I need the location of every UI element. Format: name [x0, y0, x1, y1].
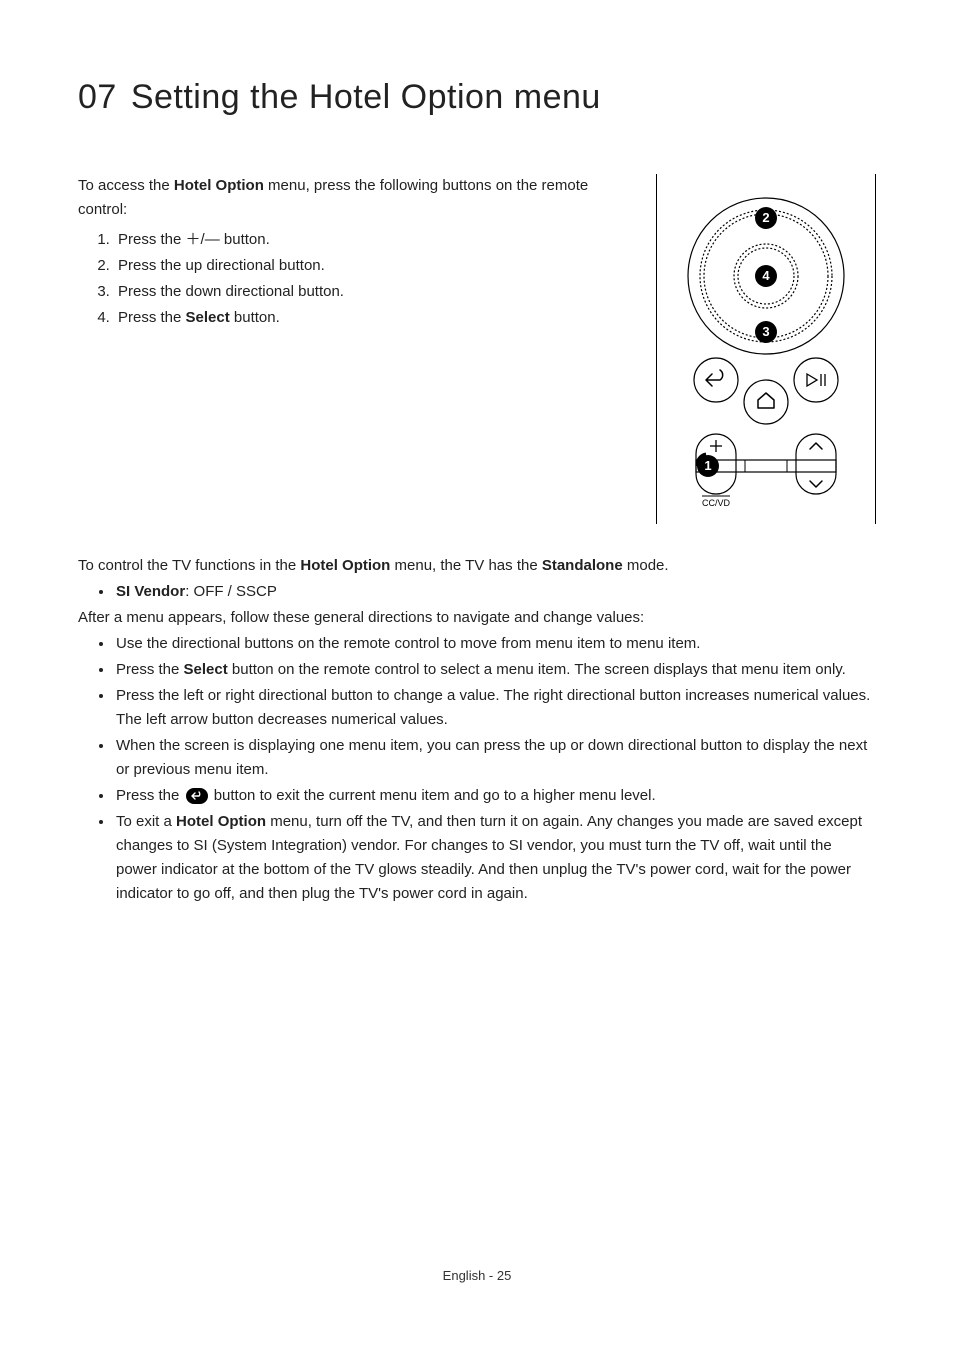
steps-list: Press the ＋/— button.Press the up direct…	[78, 228, 632, 330]
svg-text:3: 3	[762, 324, 769, 339]
top-section: To access the Hotel Option menu, press t…	[78, 174, 876, 524]
si-bullet-list: SI Vendor: OFF / SSCP	[78, 580, 876, 604]
step-item: Press the up directional button.	[114, 254, 632, 278]
si-bullet: SI Vendor: OFF / SSCP	[114, 580, 876, 604]
intro-para: To access the Hotel Option menu, press t…	[78, 174, 632, 222]
bullets2-list: Use the directional buttons on the remot…	[78, 632, 876, 906]
svg-text:1: 1	[704, 458, 711, 473]
bold-text: Select	[186, 309, 230, 326]
svg-text:CC/VD: CC/VD	[702, 498, 731, 508]
step-item: Press the down directional button.	[114, 280, 632, 304]
bullet-item: Press the left or right directional butt…	[114, 684, 876, 732]
after-para: After a menu appears, follow these gener…	[78, 606, 876, 630]
bullet-item: Press the Select button on the remote co…	[114, 658, 876, 682]
bullet-item: Press the button to exit the current men…	[114, 784, 876, 808]
chapter-title-text: Setting the Hotel Option menu	[131, 78, 601, 116]
mid-para: To control the TV functions in the Hotel…	[78, 554, 876, 578]
top-text: To access the Hotel Option menu, press t…	[78, 174, 632, 524]
step-item: Press the ＋/— button.	[114, 228, 632, 252]
svg-text:4: 4	[762, 268, 770, 283]
bold-text: Select	[184, 661, 228, 678]
bold-text: Hotel Option	[300, 557, 390, 574]
bold-text: SI Vendor	[116, 583, 185, 600]
chapter-number: 07	[78, 78, 117, 116]
bullet-item: To exit a Hotel Option menu, turn off th…	[114, 810, 876, 906]
bold-text: Hotel Option	[176, 813, 266, 830]
remote-diagram: 2 4 3 1 CC/VD	[656, 174, 876, 524]
remote-svg: 2 4 3 1 CC/VD	[666, 184, 866, 514]
page-footer: English - 25	[78, 1266, 876, 1287]
bold-text: Hotel Option	[174, 177, 264, 194]
step-item: Press the Select button.	[114, 306, 632, 330]
page-title: 07 Setting the Hotel Option menu	[78, 70, 876, 124]
svg-text:2: 2	[762, 210, 769, 225]
bullet-item: Use the directional buttons on the remot…	[114, 632, 876, 656]
bold-text: Standalone	[542, 557, 623, 574]
bullet-item: When the screen is displaying one menu i…	[114, 734, 876, 782]
back-icon	[186, 788, 208, 804]
